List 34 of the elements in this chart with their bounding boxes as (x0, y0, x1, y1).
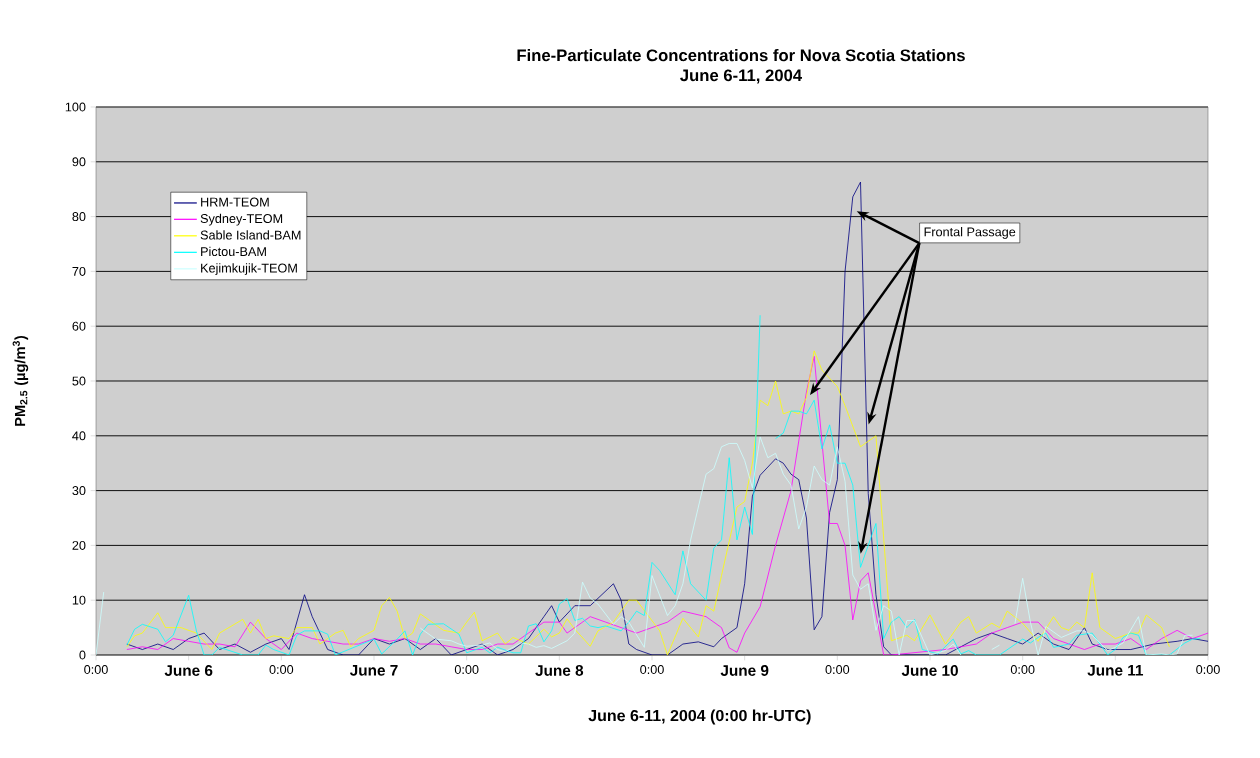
x-tick-label: 0:00 (454, 665, 479, 675)
y-tick-label: 0 (79, 650, 86, 660)
x-axis-title: June 6-11, 2004 (0:00 hr-UTC) (588, 709, 811, 725)
y-tick-label: 40 (72, 431, 86, 441)
x-tick-label: 0:00 (269, 665, 294, 675)
x-tick-label: 0:00 (640, 665, 664, 675)
legend-label: Sable Island-BAM (200, 230, 301, 240)
chart-title: Fine-Particulate Concentrations for Nova Scotia Stations (517, 48, 965, 62)
x-tick-label: 0:00 (825, 665, 850, 675)
x-tick-label: June 10 (901, 665, 958, 676)
x-tick-label: June 9 (720, 665, 769, 676)
legend-label: Pictou-BAM (201, 246, 266, 257)
y-tick-label: 10 (72, 595, 86, 605)
y-tick-label: 50 (72, 376, 86, 386)
y-axis-title: PM$_{2.5}$ (µg/m$^{3}$) (12, 335, 29, 426)
legend-label: HRM-TEOM (201, 197, 269, 207)
x-tick-label: 0:00 (1196, 665, 1220, 675)
y-tick-label: 30 (72, 486, 86, 496)
y-tick-label: 100 (65, 102, 86, 112)
chart-subtitle: June 6-11, 2004 (680, 69, 803, 84)
x-tick-label: 0:00 (1010, 665, 1035, 675)
annotation: Frontal Passage (924, 227, 1016, 239)
y-tick-label: 80 (72, 212, 86, 222)
y-tick-label: 70 (72, 266, 86, 276)
legend-label: Kejimkujik-TEOM (201, 263, 297, 276)
y-tick-label: 90 (72, 157, 86, 167)
x-tick-label: June 6 (164, 665, 213, 676)
x-tick-label: 0:00 (84, 665, 108, 675)
legend-label: Sydney-TEOM (200, 213, 283, 226)
y-tick-label: 20 (72, 540, 86, 550)
y-tick-label: 60 (72, 321, 86, 331)
x-tick-label: June 7 (349, 665, 398, 676)
x-tick-label: June 11 (1087, 665, 1144, 676)
x-tick-label: June 8 (535, 665, 584, 676)
